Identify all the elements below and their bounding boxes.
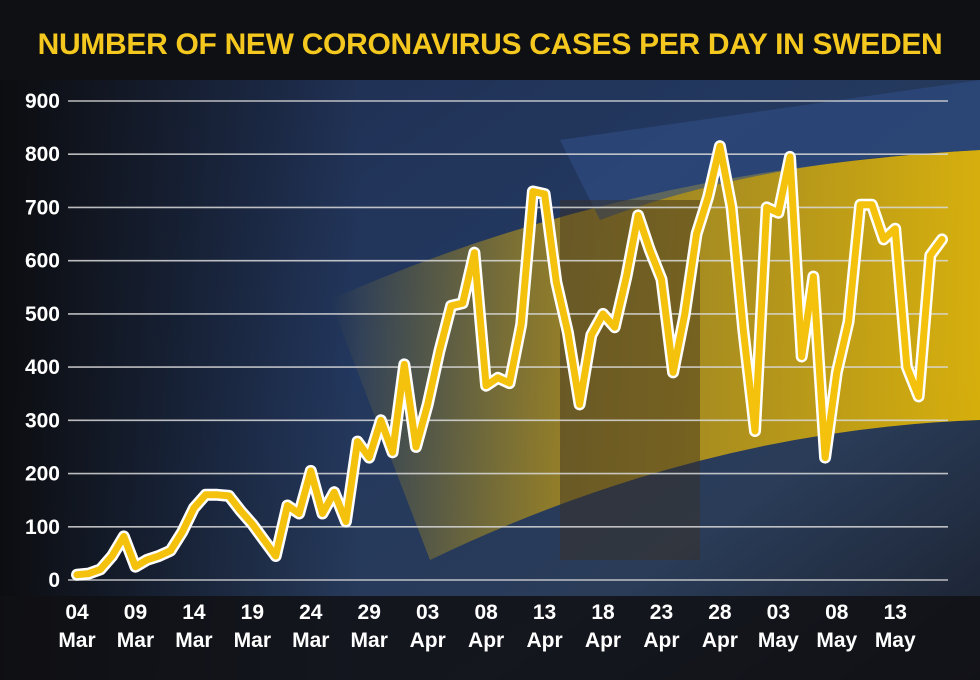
x-tick: 03 May [758, 601, 799, 652]
x-tick-month: Apr [410, 629, 446, 652]
y-tick-label: 300 [25, 409, 60, 432]
x-tick: 23 Apr [643, 601, 679, 652]
x-tick-month: Mar [292, 629, 329, 652]
x-tick: 18 Apr [585, 601, 621, 652]
x-tick: 19 Mar [234, 601, 271, 652]
x-tick-day: 08 [474, 601, 498, 624]
y-tick-label: 700 [25, 196, 60, 219]
series-layer [71, 140, 948, 581]
x-tick-month: Apr [702, 629, 738, 652]
x-tick-day: 29 [358, 601, 381, 624]
x-tick-day: 18 [591, 601, 615, 624]
x-tick-month: Mar [351, 629, 388, 652]
x-tick-month: Apr [526, 629, 562, 652]
y-axis-ticks: 0 100 200 300 400 500 600 700 800 900 [25, 90, 60, 592]
x-tick-month: Mar [234, 629, 271, 652]
x-tick-day: 28 [708, 601, 732, 624]
x-tick-day: 13 [533, 601, 556, 624]
x-tick: 14 Mar [175, 601, 212, 652]
x-tick-day: 13 [884, 601, 907, 624]
x-tick: 04 Mar [58, 601, 95, 652]
x-tick-day: 14 [182, 601, 206, 624]
y-tick-label: 600 [25, 250, 60, 273]
x-tick-day: 09 [124, 601, 147, 624]
x-tick: 13 May [875, 601, 916, 652]
x-tick-month: Apr [585, 629, 621, 652]
y-tick-label: 200 [25, 463, 60, 486]
x-tick-day: 23 [650, 601, 673, 624]
x-tick-month: Apr [468, 629, 504, 652]
y-tick-label: 400 [25, 356, 60, 379]
x-tick-day: 24 [299, 601, 323, 624]
y-tick-label: 500 [25, 303, 60, 326]
x-tick-month: Apr [643, 629, 679, 652]
x-tick-month: May [816, 629, 857, 652]
x-tick-day: 19 [241, 601, 264, 624]
x-tick: 13 Apr [526, 601, 562, 652]
x-tick: 03 Apr [410, 601, 446, 652]
x-tick-day: 03 [767, 601, 790, 624]
x-tick: 24 Mar [292, 601, 329, 652]
y-tick-label: 800 [25, 143, 60, 166]
x-tick-month: May [875, 629, 916, 652]
x-tick-month: Mar [58, 629, 95, 652]
x-tick-day: 04 [65, 601, 89, 624]
x-tick: 09 Mar [117, 601, 154, 652]
x-tick: 28 Apr [702, 601, 738, 652]
y-tick-label: 900 [25, 90, 60, 113]
x-tick-month: Mar [175, 629, 212, 652]
x-tick-month: Mar [117, 629, 154, 652]
y-tick-label: 100 [25, 516, 60, 539]
x-tick-day: 03 [416, 601, 439, 624]
x-tick: 08 May [816, 601, 857, 652]
x-tick-day: 08 [825, 601, 849, 624]
x-tick: 29 Mar [351, 601, 388, 652]
x-axis-ticks: 04 Mar 09 Mar 14 Mar 19 Mar 24 Mar 29 Mar 03 Apr 08 Apr… [58, 601, 916, 652]
x-tick-month: May [758, 629, 799, 652]
chart-title: NUMBER OF NEW CORONAVIRUS CASES PER DAY … [38, 28, 943, 61]
series-line [73, 142, 946, 579]
x-tick: 08 Apr [468, 601, 504, 652]
y-tick-label: 0 [48, 569, 60, 592]
